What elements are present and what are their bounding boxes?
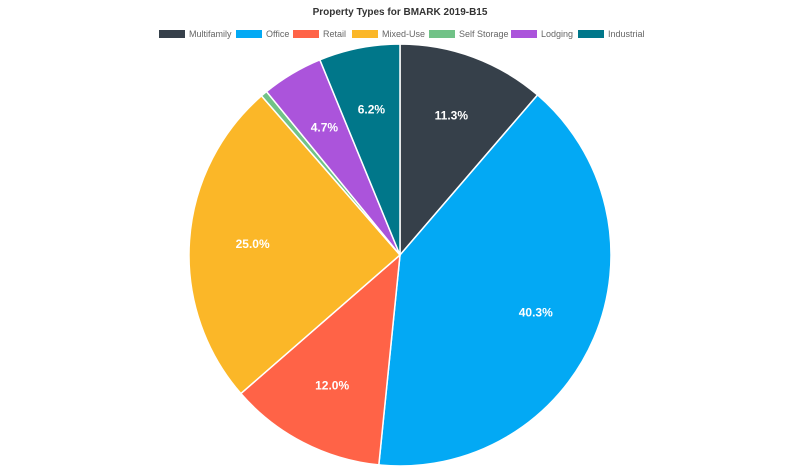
legend-label-multifamily: Multifamily	[189, 29, 232, 39]
slice-label-multifamily: 11.3%	[435, 109, 469, 123]
legend-label-mixed-use: Mixed-Use	[382, 29, 426, 39]
slice-label-office: 40.3%	[519, 305, 553, 319]
legend-label-retail: Retail	[323, 29, 347, 39]
pie-slice-office[interactable]	[377, 93, 612, 467]
legend-swatch-lodging	[511, 30, 537, 38]
pie-slice-mixed-use[interactable]	[188, 94, 402, 395]
slice-label-retail: 12.0%	[315, 378, 349, 392]
legend-label-self-storage: Self Storage	[459, 29, 509, 39]
pie-slice-multifamily[interactable]	[399, 43, 539, 258]
pie-slice-retail[interactable]	[239, 253, 401, 466]
slice-label-lodging: 4.7%	[311, 120, 339, 134]
legend-label-office: Office	[266, 29, 290, 39]
pie-slice-industrial[interactable]	[318, 43, 401, 256]
legend-swatch-mixed-use	[352, 30, 378, 38]
legend-label-industrial: Industrial	[608, 29, 645, 39]
legend: Multifamily Office Retail Mixed-Use Self…	[0, 28, 800, 40]
legend-swatch-retail	[293, 30, 319, 38]
legend-swatch-self-storage	[429, 30, 455, 38]
slice-label-mixed-use: 25.0%	[236, 237, 270, 251]
legend-swatch-office	[236, 30, 262, 38]
legend-label-lodging: Lodging	[541, 29, 574, 39]
legend-swatch-industrial	[578, 30, 604, 38]
chart-title: Property Types for BMARK 2019-B15	[312, 7, 488, 18]
legend-swatch-multifamily	[159, 30, 185, 38]
slice-label-industrial: 6.2%	[358, 102, 386, 116]
